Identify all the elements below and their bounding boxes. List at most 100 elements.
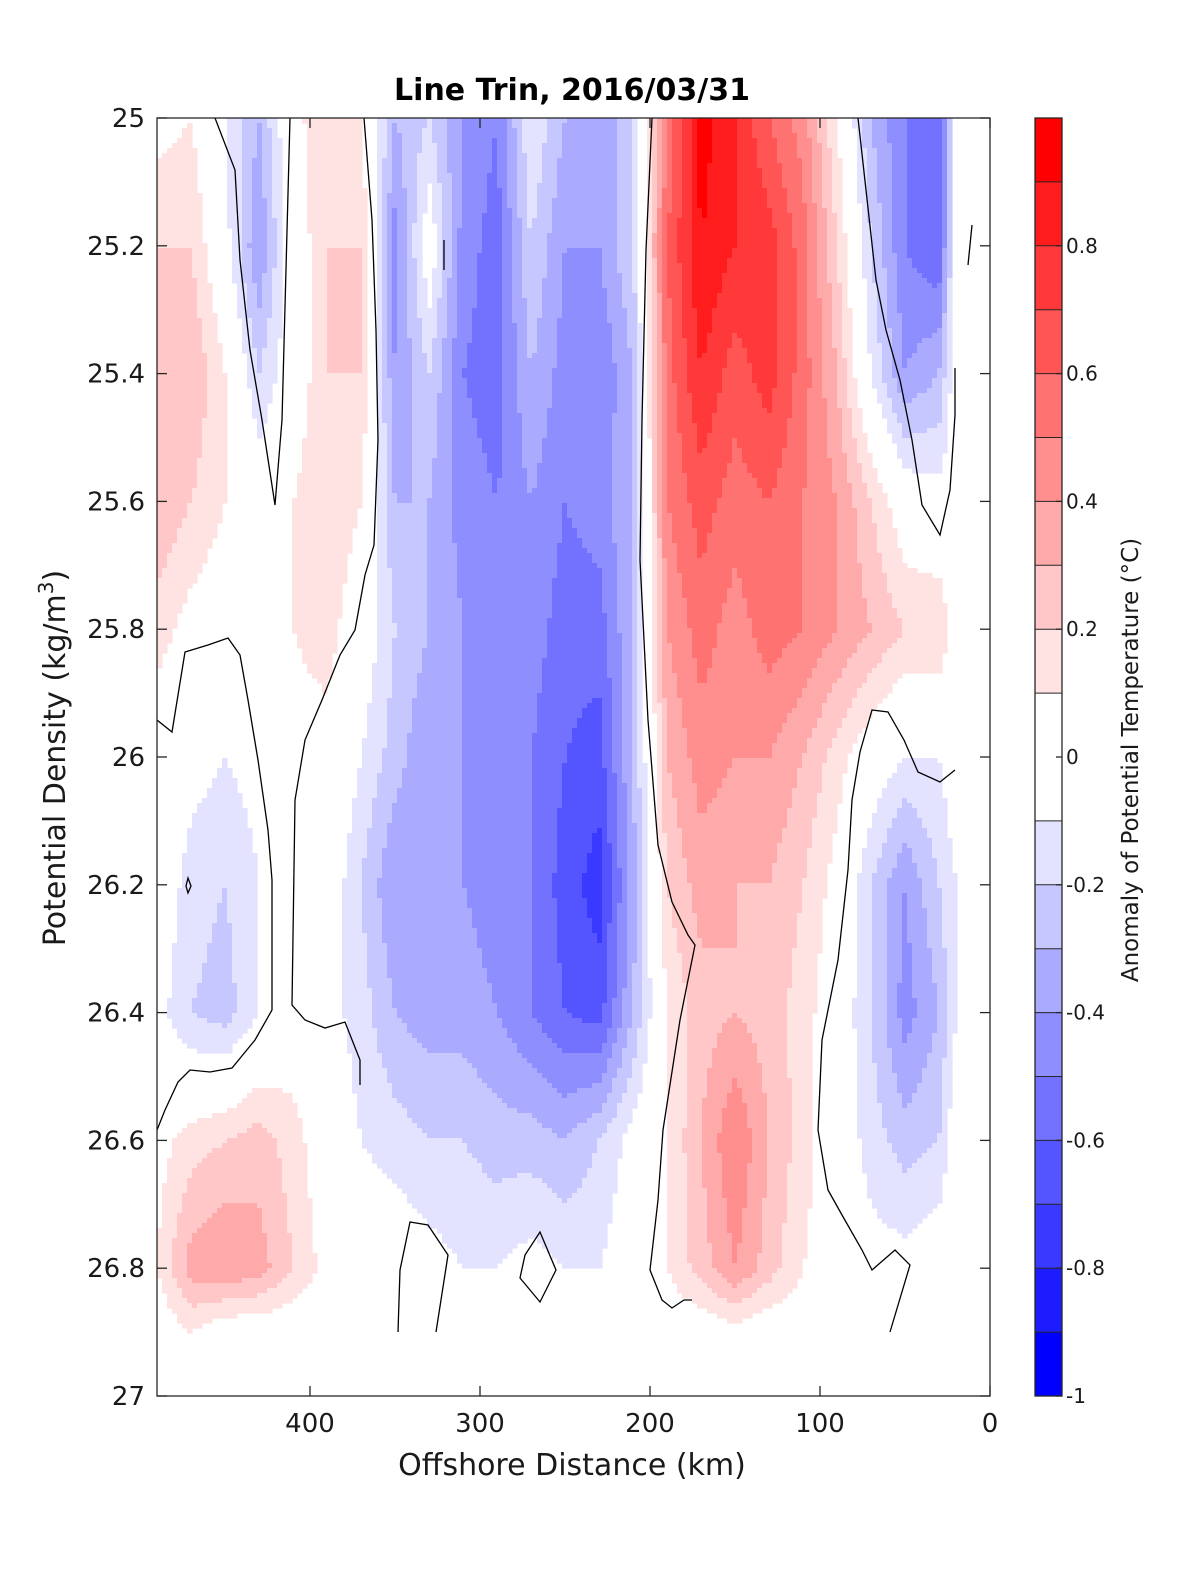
contour-cell [662, 738, 668, 744]
contour-cell [647, 308, 653, 314]
contour-cell [622, 873, 628, 879]
contour-cell [387, 428, 393, 434]
contour-cell [472, 333, 503, 339]
contour-cell [547, 258, 563, 264]
contour-cell [507, 203, 518, 209]
contour-cell [932, 283, 938, 289]
contour-cell [817, 123, 828, 129]
contour-cell [392, 398, 413, 404]
contour-cell [547, 238, 618, 244]
contour-cell [872, 268, 888, 274]
contour-cell [657, 653, 663, 659]
contour-cell [902, 633, 948, 639]
contour-cell [432, 338, 443, 344]
contour-cell [622, 698, 633, 704]
contour-cell [632, 198, 638, 204]
contour-cell [437, 393, 453, 399]
contour-cell [687, 493, 723, 499]
contour-cell [662, 603, 668, 609]
contour-cell [632, 733, 638, 739]
contour-cell [802, 523, 838, 529]
contour-cell [537, 708, 583, 714]
contour-cell [367, 833, 388, 839]
contour-cell [462, 708, 538, 714]
contour-cell [547, 273, 563, 279]
contour-cell [637, 643, 643, 649]
contour-cell [437, 233, 443, 239]
contour-cell [887, 118, 908, 124]
contour-cell [207, 358, 223, 364]
contour-cell [412, 348, 423, 354]
contour-cell [242, 233, 253, 239]
contour-cell [852, 498, 873, 504]
contour-cell [782, 183, 803, 189]
contour-cell [257, 298, 263, 304]
contour-cell [652, 678, 658, 684]
contour-cell [697, 148, 713, 154]
contour-cell [182, 863, 258, 869]
contour-cell [682, 153, 693, 159]
contour-cell [657, 328, 663, 334]
contour-cell [667, 358, 673, 364]
contour-cell [907, 898, 923, 904]
contour-cell [637, 678, 643, 684]
contour-cell [447, 288, 458, 294]
contour-cell [677, 383, 688, 389]
contour-cell [562, 308, 608, 314]
contour-cell [662, 138, 668, 144]
contour-cell [877, 293, 888, 299]
contour-cell [412, 453, 438, 459]
contour-cell [387, 833, 463, 839]
contour-cell [607, 833, 618, 839]
contour-cell [542, 288, 563, 294]
contour-cell [177, 138, 193, 144]
contour-cell [822, 778, 843, 784]
contour-cell [432, 203, 443, 209]
contour-cell [462, 688, 543, 694]
contour-cell [792, 793, 818, 799]
contour-cell [727, 768, 798, 774]
contour-cell [932, 853, 953, 859]
contour-cell [937, 858, 953, 864]
contour-cell [882, 253, 898, 259]
contour-cell [197, 803, 243, 809]
contour-cell [302, 658, 333, 664]
contour-cell [877, 158, 893, 164]
contour-cell [202, 318, 218, 324]
contour-cell [792, 223, 808, 229]
contour-cell [877, 193, 893, 199]
contour-cell [417, 193, 428, 199]
contour-cell [662, 578, 668, 584]
contour-cell [632, 268, 638, 274]
contour-cell [542, 678, 613, 684]
contour-cell [672, 143, 683, 149]
contour-cell [297, 473, 363, 479]
contour-cell [947, 163, 953, 169]
contour-cell [867, 278, 873, 284]
contour-cell [702, 353, 728, 359]
contour-cell [792, 118, 808, 124]
contour-cell [712, 148, 738, 154]
contour-cell [787, 438, 808, 444]
contour-cell [397, 313, 408, 319]
contour-cell [517, 378, 553, 384]
contour-cell [507, 158, 518, 164]
contour-cell [632, 173, 638, 179]
contour-cell [462, 193, 488, 199]
contour-cell [377, 658, 393, 664]
contour-cell [157, 318, 203, 324]
contour-cell [872, 873, 893, 879]
contour-cell [632, 278, 638, 284]
contour-cell [622, 718, 633, 724]
contour-cell [392, 343, 398, 349]
contour-cell [527, 348, 538, 354]
contour-cell [892, 243, 908, 249]
contour-cell [542, 688, 613, 694]
contour-cell [462, 838, 533, 844]
contour-cell [647, 353, 653, 359]
contour-cell [882, 568, 918, 574]
contour-cell [387, 843, 463, 849]
contour-cell [292, 628, 338, 634]
contour-cell [882, 403, 893, 409]
contour-cell [407, 233, 413, 239]
